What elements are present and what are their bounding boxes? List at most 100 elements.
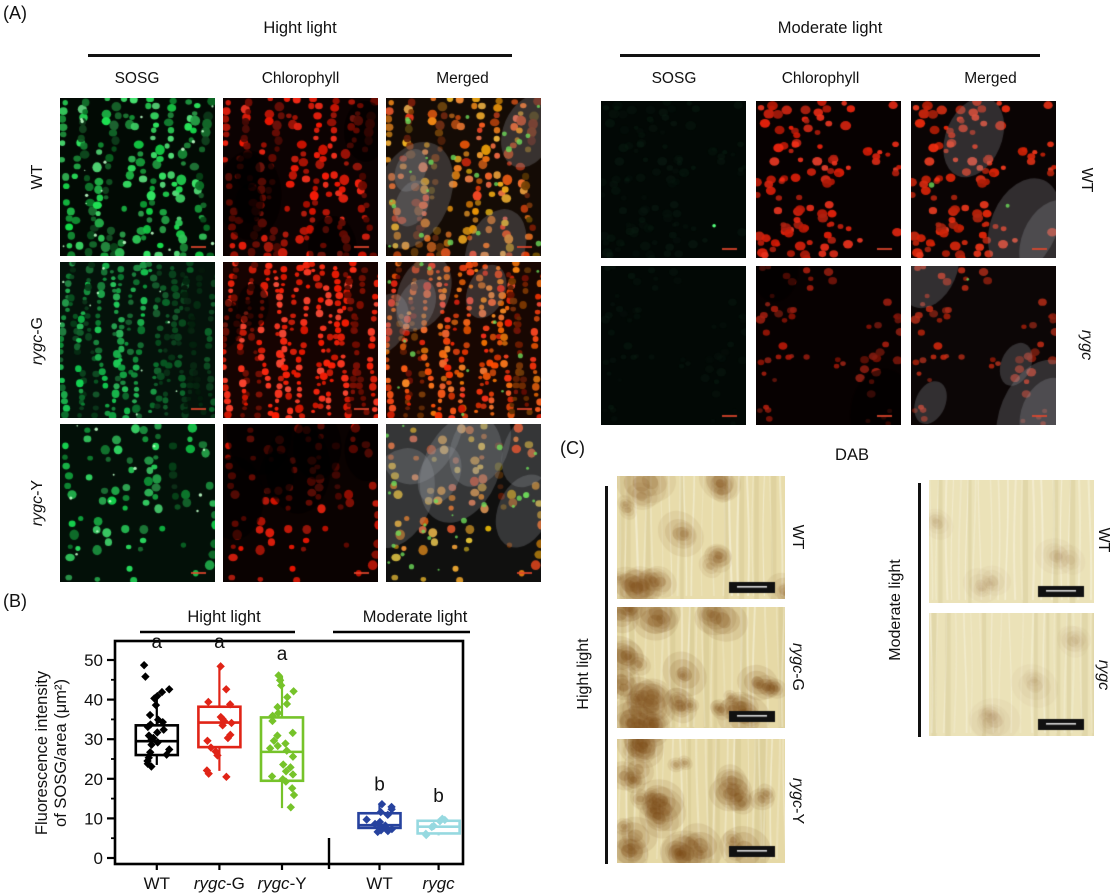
- data-point: [153, 691, 162, 701]
- data-point: [141, 672, 150, 681]
- y-tick-label: 30: [84, 730, 103, 749]
- data-point: [422, 830, 431, 840]
- panel-b-label: (B): [3, 591, 27, 611]
- confocal-image-chl-cells: [756, 101, 901, 258]
- data-point: [288, 728, 297, 738]
- data-point: [288, 752, 298, 761]
- x-tick-label: WT: [366, 874, 392, 893]
- data-point: [289, 687, 298, 696]
- y-tick-label: 0: [94, 849, 103, 868]
- data-point: [222, 685, 231, 694]
- confocal-image-chl-dense: [223, 262, 378, 418]
- column-label-chlorophyll-hl: Chlorophyll: [261, 70, 340, 87]
- dab-image-rygc: [929, 613, 1094, 736]
- data-point: [213, 751, 222, 760]
- panel-c-label: (C): [560, 438, 585, 458]
- data-point: [202, 766, 212, 775]
- confocal-image-merged-cells: [911, 101, 1056, 258]
- row-label-rygc-ml: rygc: [1078, 329, 1095, 361]
- y-axis-label-line1: Fluorescence intensity: [33, 670, 51, 835]
- data-point: [282, 746, 291, 755]
- significance-letter: a: [214, 632, 225, 653]
- data-point: [387, 805, 396, 814]
- dab-image-rygc-G: [617, 607, 785, 728]
- sosg-intensity-boxplot: Hight light Moderate light 0 10 20 30 40 50 Fluo…: [33, 608, 470, 893]
- data-point: [267, 772, 277, 781]
- x-tick-label: rygc-G: [194, 874, 245, 893]
- confocal-image-merged-dim: [911, 266, 1056, 425]
- data-point: [219, 716, 229, 726]
- box: [197, 705, 242, 749]
- data-point: [281, 767, 291, 776]
- confocal-image-chl-dim: [756, 266, 901, 425]
- data-point: [145, 710, 155, 720]
- confocal-image-sosg-bright: [60, 98, 215, 256]
- confocal-image-sosg-dark-b: [601, 266, 746, 425]
- column-label-sosg-hl: SOSG: [114, 70, 160, 87]
- bracket-line-moderate-light: [918, 483, 921, 737]
- data-point: [283, 693, 292, 702]
- x-tick-label: rygc-Y: [257, 874, 306, 893]
- data-point: [144, 731, 154, 740]
- chart-group-header: Moderate light: [363, 608, 468, 626]
- data-point: [146, 748, 155, 757]
- significance-letter: a: [152, 632, 163, 653]
- data-point: [375, 817, 385, 827]
- y-tick-label: 20: [84, 770, 103, 789]
- data-point: [273, 741, 282, 751]
- data-point: [203, 736, 212, 745]
- dab-image-rygc-Y: [617, 739, 785, 863]
- y-axis-label-line2: of SOSG/area (μm²): [52, 679, 70, 827]
- data-point: [164, 685, 174, 694]
- data-point: [218, 721, 227, 730]
- data-point: [440, 815, 450, 825]
- panel-a-label: (A): [3, 3, 27, 23]
- y-tick-label: 10: [84, 809, 103, 828]
- column-label-chlorophyll-ml: Chlorophyll: [781, 70, 860, 87]
- x-tick-label: rygc: [423, 874, 456, 893]
- data-point: [276, 681, 286, 690]
- x-tick-label: WT: [144, 874, 170, 893]
- data-point: [287, 784, 297, 793]
- c-row-label-rygc-y: rygc -Y: [789, 777, 806, 825]
- header-underline-high-light: [88, 54, 512, 57]
- confocal-image-sosg-sparse: [60, 424, 215, 582]
- dab-image-WT: [617, 476, 785, 599]
- column-label-sosg-ml: SOSG: [651, 70, 697, 87]
- bracket-line-high-light: [605, 486, 608, 864]
- data-point: [286, 803, 295, 812]
- data-point: [206, 743, 216, 752]
- y-tick-label: 40: [84, 691, 103, 710]
- data-point: [222, 772, 231, 782]
- confocal-image-chl-bright: [223, 98, 378, 256]
- header-underline-moderate-light: [620, 54, 1040, 57]
- data-point: [147, 735, 156, 745]
- chart-group-header: Hight light: [187, 608, 261, 626]
- c-row-label-wt-ml: WT: [1095, 527, 1112, 553]
- data-point: [376, 807, 385, 817]
- group-title-moderate-light: Moderate light: [777, 19, 883, 37]
- data-point: [158, 717, 167, 727]
- data-point: [268, 716, 277, 726]
- data-point: [150, 694, 159, 703]
- confocal-image-merged-sparse: [386, 424, 541, 582]
- dab-image-WT: [929, 480, 1094, 603]
- data-point: [204, 697, 213, 707]
- c-row-label-rygc-g: rygc -G: [789, 642, 806, 691]
- significance-letter: b: [374, 775, 385, 796]
- c-row-label-wt-hl: WT: [789, 524, 806, 550]
- y-tick-label: 50: [84, 651, 103, 670]
- group-title-high-light: Hight light: [263, 19, 337, 37]
- data-point: [227, 718, 236, 728]
- confocal-image-sosg-dense: [60, 262, 215, 418]
- data-point: [362, 815, 371, 824]
- row-label-rygc-y: rygc -Y: [29, 479, 46, 527]
- data-point: [282, 699, 292, 709]
- data-point: [281, 739, 290, 748]
- column-label-merged-hl: Merged: [436, 70, 489, 87]
- data-point: [435, 816, 445, 826]
- c-group-label-moderate-light: Moderate light: [887, 559, 904, 661]
- data-point: [289, 790, 299, 800]
- significance-letter: b: [433, 786, 444, 807]
